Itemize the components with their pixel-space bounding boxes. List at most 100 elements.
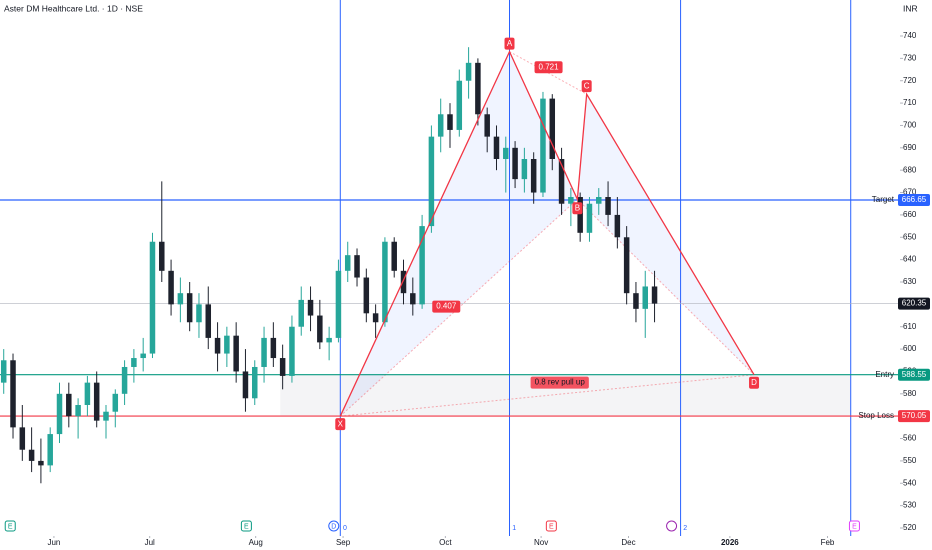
x-tick-label: 2026 — [721, 538, 739, 547]
candle-body — [224, 335, 230, 354]
pattern-point-box — [335, 418, 346, 431]
event-label: D — [331, 523, 336, 530]
y-tick-label: 690 — [903, 143, 917, 152]
candle-body — [363, 277, 370, 314]
candle-body — [372, 313, 379, 323]
candle-body — [121, 366, 128, 394]
event-icon — [848, 520, 860, 532]
pattern-diagonal — [340, 374, 755, 417]
candle-body — [614, 214, 621, 238]
ratio-label: 0.721 — [539, 62, 560, 71]
candle-body — [131, 358, 137, 367]
pattern-point-label: D — [751, 378, 757, 387]
candle-body — [335, 270, 342, 338]
y-tick-label: 540 — [903, 478, 917, 487]
candle-body — [410, 293, 416, 305]
candle-body — [540, 98, 546, 193]
y-tick-label: 560 — [903, 434, 917, 443]
x-tick-label: Aug — [249, 538, 263, 547]
candle-body — [168, 270, 174, 305]
candle-body — [475, 62, 481, 115]
event-label: 0 — [343, 525, 347, 532]
event-label: E — [244, 523, 249, 530]
ratio-box — [530, 376, 589, 389]
event-icon — [240, 520, 252, 532]
candle-body — [633, 293, 639, 309]
y-tick-label: 520 — [903, 523, 917, 532]
candle-body — [317, 315, 323, 343]
event-label: E — [549, 523, 554, 530]
candle-body — [196, 304, 202, 323]
candle-body — [623, 237, 630, 294]
candle-body — [270, 337, 277, 359]
candle-body — [177, 293, 184, 305]
y-tick-label: 720 — [903, 76, 917, 85]
candle-body — [568, 197, 574, 204]
candle-body — [186, 293, 193, 323]
pattern-point-box — [749, 376, 760, 389]
pattern-fill — [577, 94, 755, 375]
level-price-box — [898, 297, 930, 310]
ratio-box — [432, 300, 461, 313]
x-tick-label: Sep — [336, 538, 351, 547]
y-tick-label: 740 — [903, 31, 917, 40]
candle-body — [354, 255, 360, 278]
ratio-label: 0.407 — [436, 302, 457, 311]
candle-body — [344, 255, 351, 271]
candle-body — [103, 411, 109, 421]
candle-body — [456, 80, 463, 130]
pattern-diagonal — [577, 198, 755, 376]
pattern-point-label: B — [575, 203, 580, 212]
level-name: Target — [872, 195, 895, 204]
candle-body — [484, 114, 490, 137]
event-label: 1 — [512, 525, 516, 532]
pattern-point-label: C — [584, 81, 590, 90]
chart-title: Aster DM Healthcare Ltd. · 1D · NSE — [4, 3, 143, 13]
candle-body — [493, 136, 500, 159]
candle-body — [326, 337, 332, 343]
y-tick-label: 660 — [903, 210, 917, 219]
candle-body — [596, 197, 602, 204]
candle-body — [279, 358, 286, 376]
y-tick-label: 550 — [903, 456, 917, 465]
candle-body — [521, 159, 528, 180]
candle-body — [586, 203, 593, 233]
candle-body — [289, 326, 295, 376]
event-label: 2 — [683, 525, 687, 532]
alert-icon — [666, 520, 678, 532]
level-price: 570.05 — [902, 411, 927, 420]
x-tick-label: Nov — [534, 538, 548, 547]
y-tick-label: 650 — [903, 232, 917, 241]
event-label: E — [8, 523, 13, 530]
level-price: 666.65 — [902, 195, 927, 204]
event-icon — [328, 520, 340, 532]
candle-body — [159, 241, 165, 271]
candle-body — [75, 405, 81, 417]
pattern-fill — [340, 51, 578, 417]
y-tick-label: 730 — [903, 53, 917, 62]
event-icon — [545, 520, 557, 532]
candle-body — [651, 286, 658, 304]
candle-body — [307, 299, 314, 316]
candle-body — [261, 337, 267, 367]
candle-body — [577, 197, 583, 233]
candle-body — [205, 304, 212, 338]
candle-body — [558, 159, 565, 204]
x-tick-label: Jun — [47, 538, 60, 547]
candle-body — [0, 360, 7, 383]
pattern-legs — [339, 50, 755, 417]
ratio-box — [534, 61, 563, 74]
level-name: Entry — [875, 370, 894, 379]
x-tick-label: Jul — [145, 538, 155, 547]
candle-body — [149, 241, 156, 354]
candle-body — [391, 241, 397, 271]
level-price-box — [898, 194, 930, 207]
level-price-box — [898, 368, 930, 381]
candle-body — [549, 98, 556, 159]
candle-body — [437, 114, 444, 137]
y-tick-label: 680 — [903, 165, 917, 174]
candle-body — [382, 241, 388, 323]
candle-body — [530, 159, 537, 193]
